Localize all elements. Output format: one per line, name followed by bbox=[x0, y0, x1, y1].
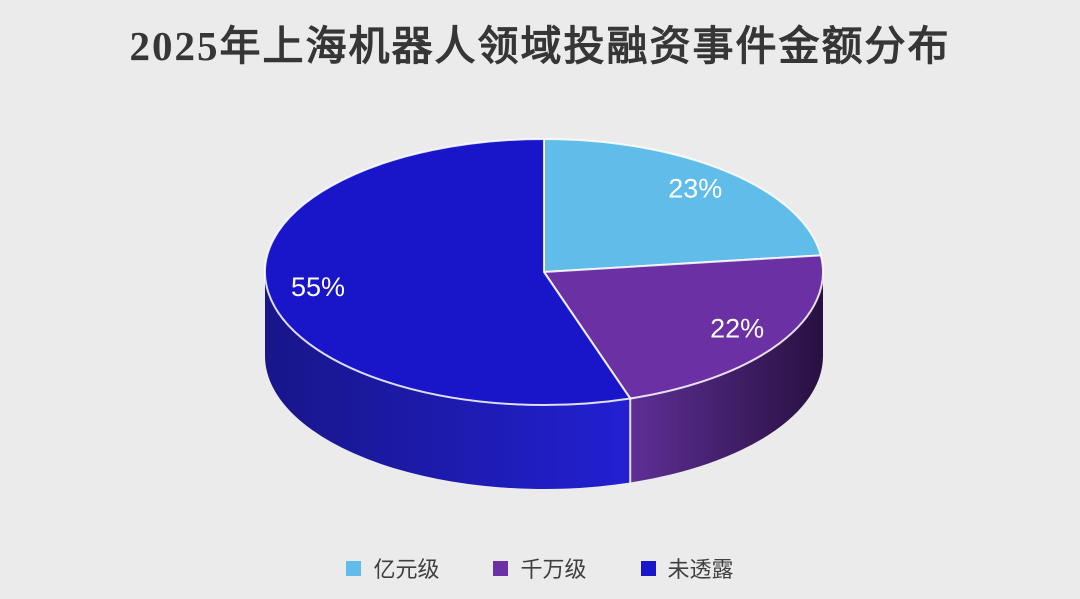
legend-item-weitoulu: 未透露 bbox=[640, 552, 734, 584]
pie-data-label-2: 55% bbox=[291, 272, 345, 302]
legend-label-weitoulu: 未透露 bbox=[667, 557, 734, 582]
pie-slice-1-top bbox=[543, 254, 824, 400]
legend-swatch-weitoulu-icon bbox=[640, 560, 656, 576]
legend-item-qianwanji: 千万级 bbox=[493, 552, 587, 584]
pie-slice-2-side bbox=[265, 272, 631, 489]
chart-title: 2025年上海机器人领域投融资事件金额分布 bbox=[129, 23, 951, 69]
legend-label-yiyuanji: 亿元级 bbox=[373, 557, 440, 582]
legend-swatch-qianwanji-icon bbox=[493, 560, 509, 576]
pie-slice-2-top bbox=[264, 138, 632, 406]
legend-swatch-yiyuanji-icon bbox=[346, 560, 362, 576]
pie-slice-0-top bbox=[543, 138, 822, 273]
pie-data-label-1: 22% bbox=[710, 314, 764, 344]
pie-data-label-0: 23% bbox=[668, 173, 722, 203]
pie-slice-1-side bbox=[630, 272, 823, 483]
legend-label-qianwanji: 千万级 bbox=[520, 557, 587, 582]
legend: 亿元级 千万级 未透露 bbox=[0, 552, 1080, 584]
legend-item-yiyuanji: 亿元级 bbox=[346, 552, 439, 584]
